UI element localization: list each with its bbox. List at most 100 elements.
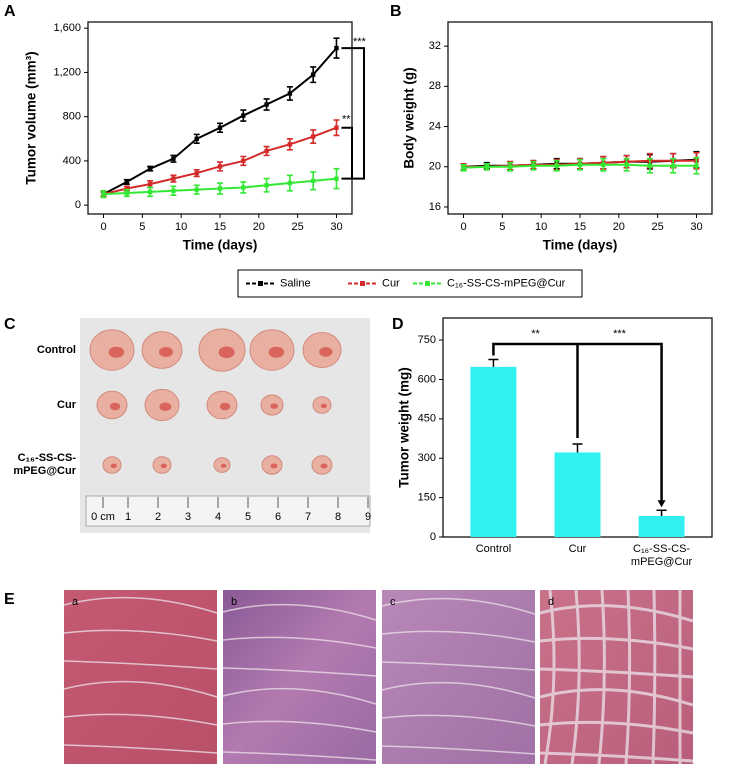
- x-tick-label: 0: [460, 221, 466, 233]
- y-tick-label: 1,200: [53, 66, 81, 78]
- tissue-texture: [381, 597, 536, 755]
- x-tick-label: C₁₆-SS-CS- mPEG@Cur: [630, 543, 693, 568]
- y-tick-label: 20: [429, 161, 441, 173]
- data-point: [334, 176, 339, 181]
- data-point: [101, 191, 106, 197]
- data-point: [310, 178, 316, 184]
- ruler-label: 4: [215, 511, 221, 523]
- x-tick-label: 30: [330, 221, 342, 233]
- tumor-spot: [268, 346, 285, 358]
- data-point: [194, 136, 199, 141]
- data-point: [264, 183, 269, 188]
- data-point: [624, 162, 629, 167]
- data-point: [217, 164, 223, 169]
- ruler: [85, 495, 371, 527]
- tissue-texture: [63, 596, 218, 754]
- data-point: [334, 45, 339, 51]
- legend-entry: Cur: [382, 277, 400, 289]
- tumor-spot: [108, 346, 125, 358]
- data-point: [241, 113, 246, 118]
- y-tick-label: 0: [430, 531, 436, 543]
- tumor-spot: [159, 402, 172, 411]
- panel-label: A: [4, 3, 16, 20]
- data-point: [241, 158, 246, 164]
- bar: [470, 366, 517, 537]
- tumor-spot: [219, 402, 231, 411]
- x-tick-label: Cur: [568, 543, 587, 555]
- ruler-label: 0 cm: [91, 511, 115, 523]
- histology-image: [223, 590, 376, 764]
- ruler-label: 5: [245, 511, 251, 523]
- tumor-spot: [160, 463, 167, 469]
- bar: [638, 515, 685, 537]
- ruler-label: 6: [275, 511, 281, 523]
- x-tick-label: 5: [499, 221, 505, 233]
- legend-entry: Saline: [280, 277, 311, 289]
- y-axis-label: Body weight (g): [402, 67, 417, 168]
- panel-label: E: [4, 591, 15, 608]
- ruler-label: 3: [185, 511, 191, 523]
- x-tick-label: 25: [652, 221, 664, 233]
- legend-marker: [258, 281, 263, 286]
- histology-image: [382, 590, 535, 764]
- ruler-label: 9: [365, 511, 371, 523]
- data-point: [531, 163, 536, 168]
- row-label: Control: [37, 344, 76, 356]
- data-point: [577, 162, 583, 167]
- y-tick-label: 450: [418, 413, 436, 425]
- x-tick-label: 0: [100, 221, 106, 233]
- tissue-texture: [539, 589, 694, 764]
- data-point: [264, 102, 269, 107]
- row-label: C₁₆-SS-CS- mPEG@Cur: [13, 452, 76, 477]
- data-point: [217, 186, 223, 191]
- data-point: [287, 142, 293, 147]
- significance-label: **: [342, 114, 351, 126]
- arrow-head: [657, 500, 666, 508]
- ruler-label: 1: [125, 511, 131, 523]
- data-point: [147, 189, 153, 195]
- tumor-spot: [220, 463, 227, 468]
- data-point: [287, 91, 293, 96]
- y-tick-label: 600: [418, 373, 436, 385]
- plot-frame: [447, 21, 713, 215]
- tumor-spot: [320, 463, 328, 469]
- tumor-spot: [270, 463, 278, 469]
- significance-bracket: [492, 342, 663, 505]
- tumor-spot: [218, 346, 235, 359]
- tissue-texture: [222, 603, 377, 761]
- data-point: [171, 188, 176, 193]
- y-tick-label: 750: [418, 334, 436, 346]
- series-line: [103, 47, 338, 195]
- data-point: [147, 166, 153, 171]
- y-tick-label: 32: [429, 40, 441, 52]
- data-point: [147, 181, 153, 187]
- tumor-spot: [320, 403, 327, 409]
- data-point: [194, 170, 199, 176]
- error-bar: [572, 443, 583, 453]
- x-tick-label: 5: [139, 221, 145, 233]
- y-tick-label: 16: [429, 201, 441, 213]
- histology-image: [64, 590, 217, 764]
- y-axis-label: Tumor weight (mg): [397, 367, 412, 488]
- panel-label: C: [4, 316, 16, 333]
- data-point: [287, 180, 293, 186]
- data-point: [484, 164, 490, 169]
- y-tick-label: 400: [63, 155, 81, 167]
- x-axis-label: Time (days): [543, 238, 618, 253]
- x-tick-label: 10: [175, 221, 187, 233]
- x-tick-label: 15: [214, 221, 226, 233]
- significance-label: **: [531, 328, 540, 340]
- data-point: [124, 190, 130, 196]
- y-tick-label: 24: [429, 120, 441, 132]
- tumor-spot: [159, 347, 173, 357]
- data-point: [334, 125, 339, 130]
- ruler-label: 8: [335, 511, 341, 523]
- x-tick-label: 10: [535, 221, 547, 233]
- image-label: c: [390, 596, 396, 608]
- x-tick-label: Control: [475, 543, 512, 555]
- x-axis-label: Time (days): [183, 238, 258, 253]
- data-point: [601, 162, 606, 167]
- y-tick-label: 28: [429, 80, 441, 92]
